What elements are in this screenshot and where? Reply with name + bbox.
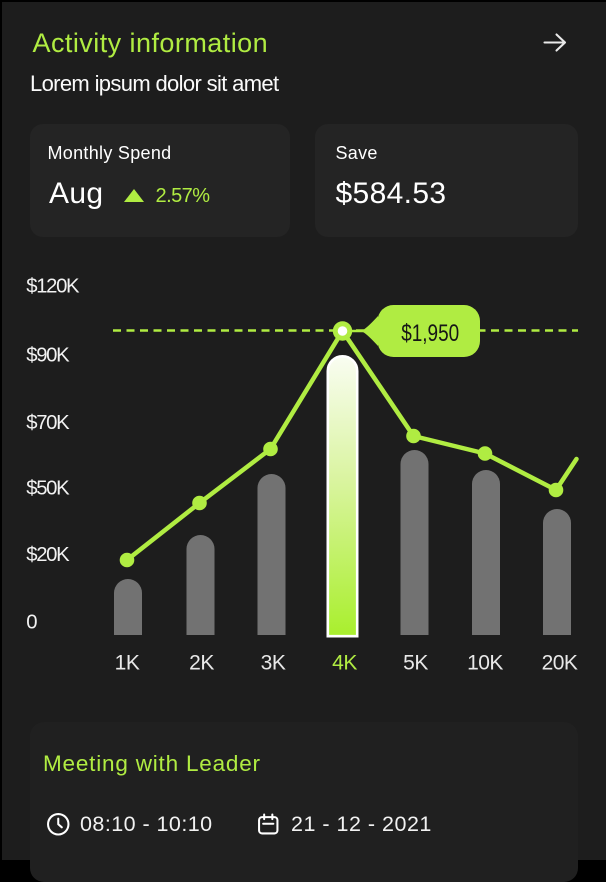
svg-text:2K: 2K — [189, 651, 214, 674]
svg-text:5K: 5K — [403, 651, 428, 674]
svg-text:$50K: $50K — [26, 477, 70, 499]
svg-text:20K: 20K — [542, 651, 578, 674]
svg-text:$90K: $90K — [26, 345, 70, 367]
svg-text:$120K: $120K — [26, 275, 80, 297]
svg-text:1K: 1K — [115, 651, 140, 674]
svg-text:$70K: $70K — [26, 412, 70, 434]
svg-text:3K: 3K — [261, 651, 286, 674]
svg-text:0: 0 — [26, 612, 37, 634]
svg-text:$1,950: $1,950 — [401, 320, 459, 347]
svg-text:$20K: $20K — [26, 544, 70, 566]
svg-text:4K: 4K — [332, 651, 357, 674]
svg-text:10K: 10K — [467, 651, 503, 674]
